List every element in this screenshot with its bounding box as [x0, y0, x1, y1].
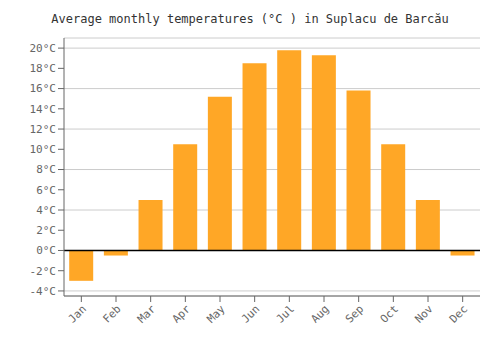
- svg-text:May: May: [204, 302, 228, 326]
- svg-text:10°C: 10°C: [30, 143, 57, 156]
- svg-text:Jul: Jul: [274, 302, 297, 325]
- svg-text:Jun: Jun: [239, 302, 262, 325]
- svg-text:2°C: 2°C: [36, 224, 56, 237]
- svg-text:6°C: 6°C: [36, 184, 56, 197]
- html-text:Average monthly temperatures (: Average monthly temperatures (°C ) in Su…: [51, 12, 449, 26]
- svg-text:16°C: 16°C: [30, 82, 57, 95]
- svg-text:0°C: 0°C: [36, 244, 56, 257]
- svg-text:-2°C: -2°C: [30, 265, 57, 278]
- svg-text:12°C: 12°C: [30, 123, 57, 136]
- svg-text:Sep: Sep: [343, 302, 366, 325]
- svg-text:Mar: Mar: [135, 302, 159, 326]
- svg-text:14°C: 14°C: [30, 103, 57, 116]
- svg-text:-4°C: -4°C: [30, 285, 57, 298]
- svg-text:Apr: Apr: [170, 302, 194, 326]
- svg-text:18°C: 18°C: [30, 62, 57, 75]
- svg-text:Oct: Oct: [378, 302, 401, 325]
- svg-text:4°C: 4°C: [36, 204, 56, 217]
- svg-text:Dec: Dec: [447, 302, 470, 325]
- svg-text:8°C: 8°C: [36, 163, 56, 176]
- svg-text:Jan: Jan: [66, 302, 89, 325]
- svg-text:Aug: Aug: [308, 302, 331, 325]
- svg-text:Feb: Feb: [100, 302, 123, 325]
- svg-text:20°C: 20°C: [30, 42, 57, 55]
- svg-text:Nov: Nov: [412, 302, 436, 326]
